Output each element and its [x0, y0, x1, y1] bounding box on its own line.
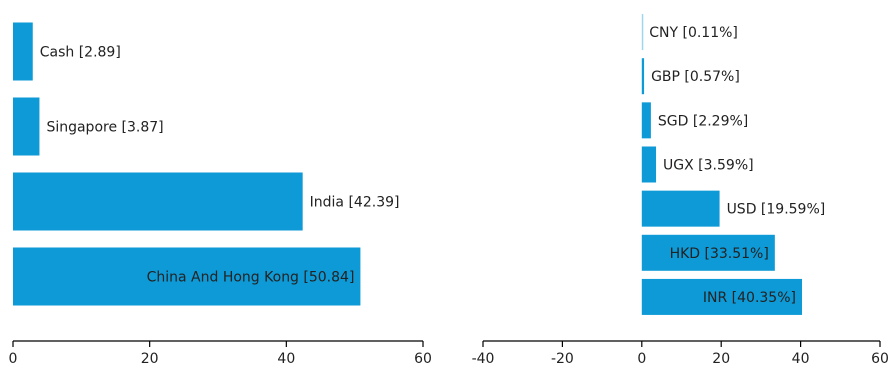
right-data-label: UGX [3.59%] — [663, 158, 754, 174]
left-x-tick-label: 20 — [141, 351, 159, 365]
left-x-tick-label: 60 — [414, 351, 432, 365]
left-data-label: Singapore [3.87] — [46, 120, 163, 136]
left-bar-cash — [13, 22, 33, 81]
left-x-tick-label: 40 — [277, 351, 295, 365]
right-x-tick-label: 40 — [792, 351, 810, 365]
chart-country-allocation: Cash [2.89] Singapore [3.87] India [42.39]… — [9, 22, 432, 365]
left-data-label: Cash [2.89] — [40, 45, 121, 61]
right-bar-sgd — [641, 102, 651, 139]
right-bar-usd — [641, 190, 720, 227]
right-data-label: HKD [33.51%] — [670, 246, 769, 262]
right-data-label: SGD [2.29%] — [658, 113, 748, 129]
right-bar-cny — [641, 14, 644, 51]
right-x-tick-label: 60 — [871, 351, 888, 365]
right-x-tick-label: 20 — [712, 351, 730, 365]
left-bar-china-and-hong-kong — [13, 247, 361, 306]
right-data-label: CNY [0.11%] — [649, 25, 738, 41]
right-bar-hkd — [641, 234, 775, 271]
right-x-tick-label: 0 — [637, 351, 646, 365]
right-data-label: USD [19.59%] — [727, 202, 826, 218]
right-bar-ugx — [641, 146, 657, 183]
left-bar-singapore — [13, 97, 40, 156]
right-bar-gbp — [641, 58, 645, 95]
left-data-label: China And Hong Kong [50.84] — [147, 270, 355, 286]
left-data-label: India [42.39] — [310, 195, 400, 211]
right-x-tick-label: -40 — [472, 351, 495, 365]
left-bar-india — [13, 172, 303, 231]
right-data-label: INR [40.35%] — [703, 290, 796, 306]
right-x-tick-label: -20 — [551, 351, 574, 365]
right-bar-inr — [641, 278, 802, 315]
chart-currency-allocation: CNY [0.11%] GBP [0.57%] SGD [2.29%] UGX [3.… — [472, 14, 888, 365]
left-x-tick-label: 0 — [9, 351, 18, 365]
right-data-label: GBP [0.57%] — [651, 69, 740, 85]
